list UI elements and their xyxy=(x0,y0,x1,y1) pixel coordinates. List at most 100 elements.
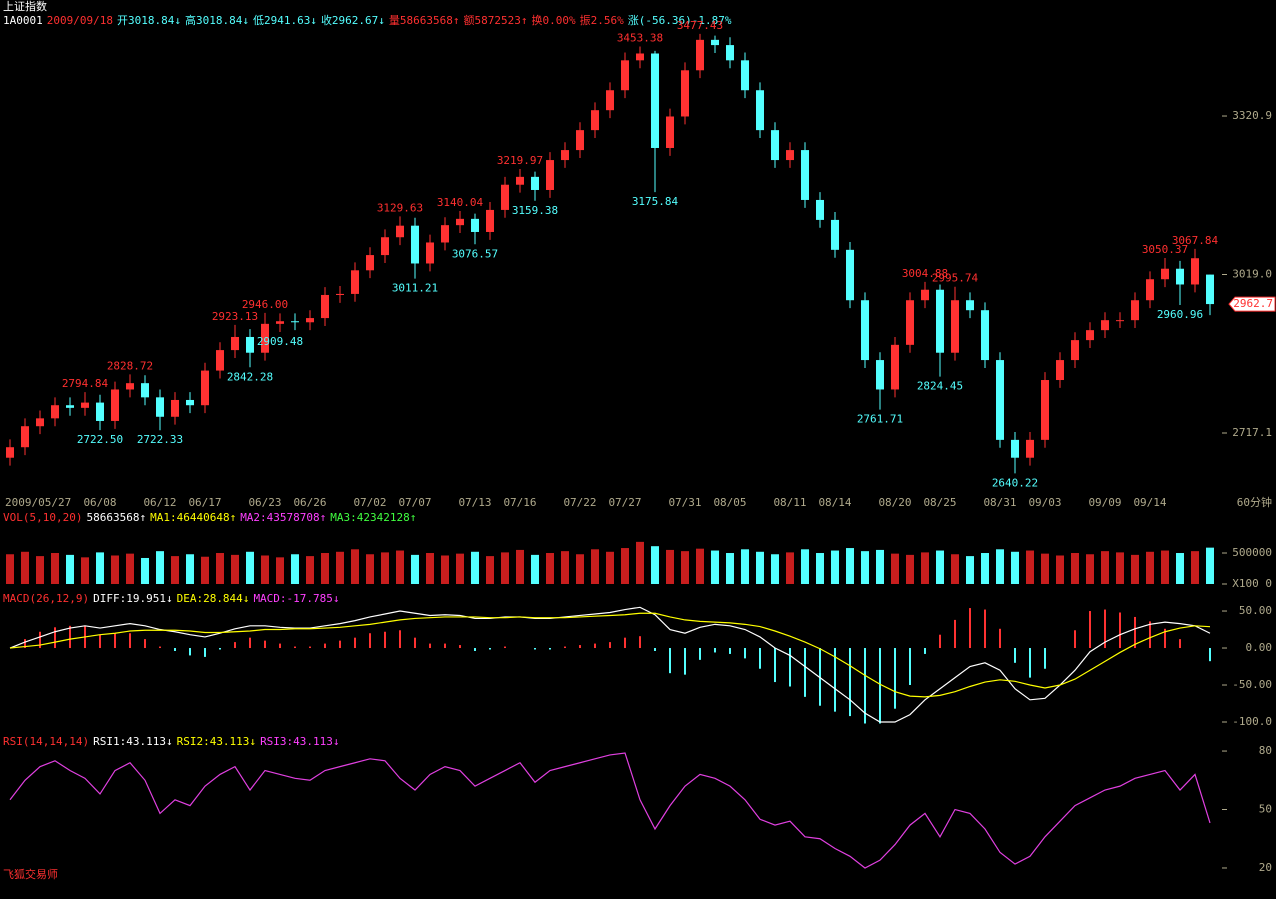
volume-bar xyxy=(1101,551,1109,584)
volume-bar xyxy=(921,552,929,584)
candle-body xyxy=(291,321,299,323)
low-label: 2960.96 xyxy=(1157,308,1203,321)
y-tick-label: -50.00 xyxy=(1232,678,1272,691)
high-label: 2946.00 xyxy=(242,298,288,311)
x-tick-label: 07/22 xyxy=(563,496,596,509)
volume-bar xyxy=(681,551,689,584)
candle-body xyxy=(6,447,14,458)
volume-bar xyxy=(891,553,899,584)
candle-body xyxy=(696,39,704,71)
legend: 1A0001 2009/09/18 开3018.84↓ 高3018.84↓ 低2941.… xyxy=(3,13,732,27)
candle-body xyxy=(741,60,749,91)
diff-line xyxy=(9,606,1211,723)
x-tick-label: 09/03 xyxy=(1028,496,1061,509)
footer: 飞狐交易师 xyxy=(3,867,58,881)
candle-body xyxy=(651,53,659,148)
low-label: 2909.48 xyxy=(257,335,303,348)
volume-bar xyxy=(996,549,1004,584)
x-tick-label: 08/14 xyxy=(818,496,851,509)
high-label: 2995.74 xyxy=(932,272,979,285)
high-label: 3477.43 xyxy=(677,19,723,32)
candle-body xyxy=(591,110,599,131)
x-tick-label: 06/08 xyxy=(83,496,116,509)
candle-body xyxy=(246,336,254,353)
volume-bar xyxy=(786,552,794,584)
legend-item: 2009/09/18 xyxy=(47,14,113,27)
volume-bar xyxy=(1116,552,1124,584)
volume-bar xyxy=(561,551,569,584)
x-tick-label: 09/14 xyxy=(1133,496,1166,509)
volume-bar xyxy=(861,551,869,584)
candle-body xyxy=(966,300,974,311)
volume-bar xyxy=(936,550,944,584)
candle-body xyxy=(786,150,794,161)
y-tick-label: 50 xyxy=(1259,803,1272,816)
candle-body xyxy=(486,209,494,232)
legend-item: MACD(26,12,9) xyxy=(3,592,89,605)
volume-bar xyxy=(216,553,224,584)
volume-bar xyxy=(591,549,599,584)
volume-bar xyxy=(666,549,674,584)
x-tick-label: 08/31 xyxy=(983,496,1016,509)
candle-body xyxy=(441,225,449,243)
legend-item: MA1:46440648↑ xyxy=(150,511,236,524)
x-tick-label: 06/17 xyxy=(188,496,221,509)
volume-bar xyxy=(516,549,524,584)
volume-bar xyxy=(66,554,74,584)
volume-bar xyxy=(261,555,269,584)
candle-body xyxy=(891,344,899,390)
candle-body xyxy=(621,60,629,91)
x-tick-label: 2009/05/27 xyxy=(5,496,71,509)
candle-body xyxy=(276,321,284,324)
volume-bar xyxy=(51,553,59,584)
candle-body xyxy=(981,310,989,361)
volume-bar xyxy=(171,556,179,584)
volume-bar xyxy=(1206,547,1214,584)
volume-bar xyxy=(1176,553,1184,584)
candle-body xyxy=(771,130,779,161)
volume-bar xyxy=(756,551,764,584)
candle-body xyxy=(666,116,674,148)
volume-bar xyxy=(111,555,119,584)
candle-body xyxy=(1176,268,1184,285)
high-label: 3129.63 xyxy=(377,201,423,214)
candle-body xyxy=(1101,320,1109,331)
legend-item: RSI(14,14,14) xyxy=(3,735,89,748)
candle-body xyxy=(531,176,539,190)
volume-bar xyxy=(651,546,659,584)
volume-bar xyxy=(501,552,509,584)
low-label: 2640.22 xyxy=(992,476,1038,489)
x-tick-label: 07/02 xyxy=(353,496,386,509)
candle-body xyxy=(261,323,269,353)
candle-body xyxy=(1041,380,1049,440)
candle-body xyxy=(861,300,869,361)
volume-bar xyxy=(1041,553,1049,584)
volume-bar xyxy=(381,552,389,584)
x-tick-label: 08/11 xyxy=(773,496,806,509)
legend-item: VOL(5,10,20) xyxy=(3,511,82,524)
candle-body xyxy=(1011,439,1019,458)
candle-body xyxy=(426,242,434,264)
candle-body xyxy=(936,289,944,353)
legend-item: 涨(-56.36)-1.87% xyxy=(628,14,732,27)
x-tick-label: 07/13 xyxy=(458,496,491,509)
volume-bar xyxy=(141,557,149,584)
candle-body xyxy=(171,399,179,417)
volume-bar xyxy=(231,554,239,584)
x-tick-label: 07/16 xyxy=(503,496,536,509)
legend-item: RSI2:43.113↓ xyxy=(177,735,256,748)
volume-bar xyxy=(1191,551,1199,584)
legend-item: DIFF:19.951↓ xyxy=(93,592,172,605)
legend-item: MACD:-17.785↓ xyxy=(253,592,339,605)
y-tick-label: 20 xyxy=(1259,861,1272,874)
candle-body xyxy=(411,225,419,264)
candle-body xyxy=(141,383,149,398)
legend-item: 1A0001 xyxy=(3,14,43,27)
volume-bar xyxy=(336,551,344,584)
high-label: 3140.04 xyxy=(437,196,484,209)
x-tick-label: 08/05 xyxy=(713,496,746,509)
legend: MACD(26,12,9) DIFF:19.951↓ DEA:28.844↓ MACD… xyxy=(3,592,340,605)
low-label: 2761.71 xyxy=(857,413,903,426)
volume-bar xyxy=(816,553,824,584)
x-tick-label: 07/27 xyxy=(608,496,641,509)
